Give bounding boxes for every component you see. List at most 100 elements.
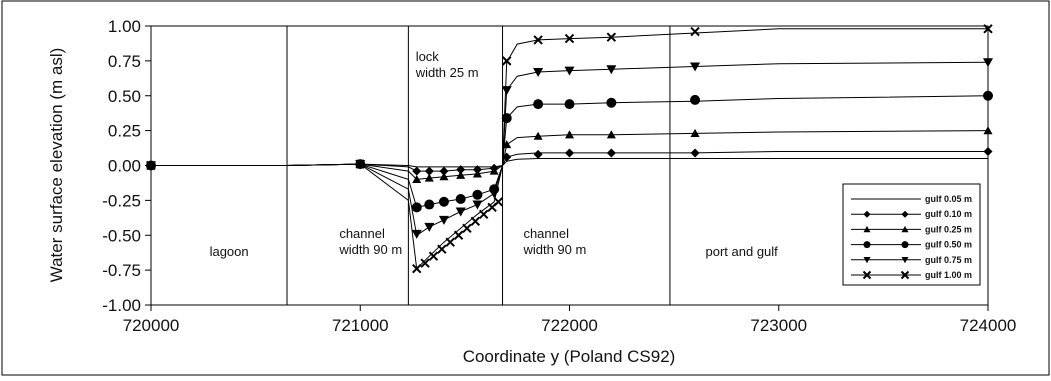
region-label-line: lock	[416, 49, 440, 64]
x-tick-label: 723000	[750, 316, 807, 335]
region-label-line: channel	[523, 226, 569, 241]
data-point	[437, 244, 447, 254]
data-point	[424, 166, 434, 176]
legend-marker	[862, 270, 872, 280]
region-label: lock width 25 m	[415, 49, 479, 80]
x-tick-label: 724000	[960, 316, 1017, 335]
y-tick-label: -0.50	[102, 226, 141, 245]
data-point	[424, 199, 435, 210]
data-point	[606, 65, 617, 75]
legend-entry-label: gulf 1.00 m	[925, 270, 972, 280]
data-point	[533, 68, 544, 78]
data-point	[533, 99, 544, 110]
data-point	[356, 160, 365, 169]
data-point	[472, 189, 483, 200]
legend-marker	[901, 210, 909, 218]
x-tick-label: 721000	[332, 316, 389, 335]
legend: gulf 0.05 m gulf 0.10 m gulf 0.25 m gulf 0.…	[842, 183, 981, 286]
region-label-line: width 25 m	[415, 65, 479, 80]
x-axis-label: Coordinate y (Poland CS92)	[463, 347, 676, 366]
data-point	[690, 94, 701, 105]
data-point	[564, 66, 575, 76]
data-point	[690, 128, 700, 138]
data-point	[565, 148, 574, 158]
data-point	[462, 223, 472, 233]
x-tick-label: 720000	[123, 316, 180, 335]
series-6	[146, 24, 993, 274]
data-point	[690, 148, 700, 158]
data-point	[453, 230, 464, 240]
data-point	[489, 166, 499, 175]
y-tick-label: -0.25	[102, 191, 141, 210]
region-label-line: width 90 m	[338, 242, 402, 257]
data-point	[606, 32, 617, 42]
legend-marker	[863, 257, 871, 264]
x-tick-label: 722000	[541, 316, 598, 335]
axes-layer: 1.00 0.75 0.50 0.25 0.00 -0.25 -0.50 -0.75 -1.00…	[102, 17, 1016, 335]
y-tick-label: 0.75	[108, 52, 141, 71]
data-point	[472, 200, 483, 210]
legend-entry-label: gulf 0.05 m	[925, 194, 972, 204]
legend-marker	[900, 270, 910, 280]
data-point	[411, 229, 422, 239]
data-point	[690, 62, 701, 72]
legend-marker	[901, 257, 909, 264]
data-point	[606, 130, 616, 139]
data-point	[445, 237, 455, 247]
region-label: port and gulf	[706, 244, 779, 259]
data-point	[439, 166, 449, 176]
y-tick-label: -0.75	[102, 261, 141, 280]
data-point	[533, 35, 543, 45]
data-point	[533, 131, 543, 140]
data-point	[470, 216, 481, 227]
legend-box	[842, 183, 981, 286]
data-point	[690, 26, 700, 37]
region-label-line: port and gulf	[706, 244, 779, 259]
y-tick-label: 0.00	[108, 157, 141, 176]
series-3	[146, 126, 993, 184]
data-point	[472, 169, 482, 178]
legend-marker	[863, 241, 871, 249]
y-tick-label: 0.50	[108, 87, 141, 106]
region-label-line: lagoon	[210, 244, 249, 259]
data-point	[428, 251, 439, 261]
legend-entry-label: gulf 0.25 m	[925, 224, 972, 234]
legend-entry-label: gulf 0.75 m	[925, 255, 972, 265]
region-label-line: width 90 m	[522, 242, 586, 257]
data-point	[412, 264, 422, 274]
data-point	[501, 113, 512, 124]
data-point	[564, 99, 575, 110]
data-point	[412, 166, 422, 176]
data-point	[424, 173, 434, 182]
region-label: lagoon	[210, 244, 249, 259]
legend-marker	[863, 225, 871, 233]
data-point	[438, 196, 449, 207]
legend-marker	[901, 225, 909, 233]
region-label-line: channel	[339, 226, 385, 241]
region-label: channel width 90 m	[522, 226, 586, 257]
y-tick-label: 1.00	[108, 17, 141, 36]
data-point	[606, 148, 616, 158]
data-point	[424, 222, 435, 232]
data-point	[456, 170, 466, 179]
legend-marker	[901, 241, 909, 249]
data-point	[493, 197, 504, 207]
data-point	[606, 97, 617, 108]
data-point	[501, 86, 512, 96]
legend-entry-label: gulf 0.50 m	[925, 240, 972, 250]
y-axis-label: Water surface elevation (m asl)	[47, 48, 66, 283]
data-point	[411, 202, 422, 213]
y-tick-label: -1.00	[102, 296, 141, 315]
data-point	[456, 165, 466, 175]
data-point	[478, 209, 489, 220]
data-point	[438, 215, 449, 225]
legend-entry-label: gulf 0.10 m	[925, 209, 972, 219]
region-label: channel width 90 m	[338, 226, 402, 257]
data-point	[564, 33, 575, 44]
legend-marker	[863, 210, 871, 218]
y-tick-label: 0.25	[108, 122, 141, 141]
data-point	[439, 172, 449, 181]
